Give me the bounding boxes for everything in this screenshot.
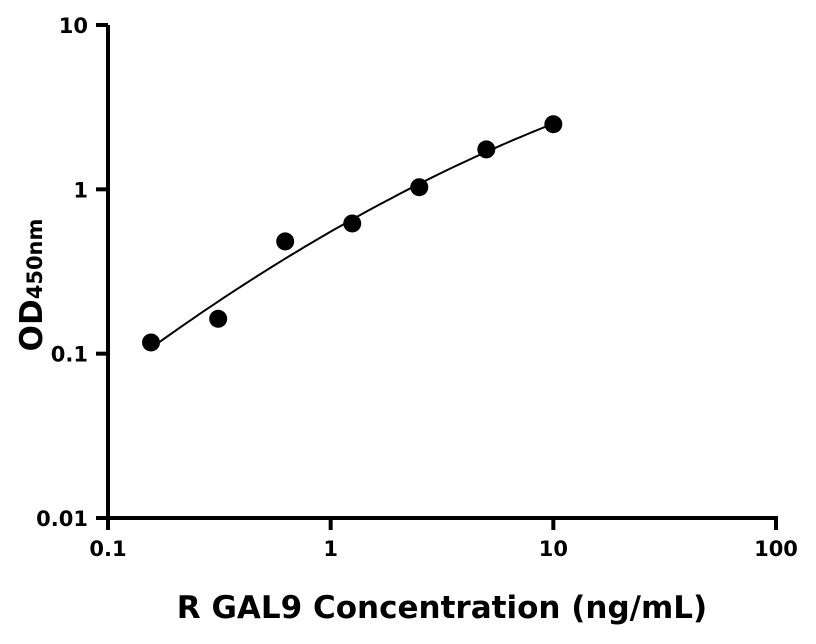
data-point xyxy=(410,178,429,197)
y-tick-label: 0.01 xyxy=(36,507,88,531)
data-point xyxy=(343,214,362,233)
data-point xyxy=(209,309,228,328)
data-point xyxy=(276,232,295,251)
y-axis-label: OD450nm xyxy=(14,219,50,352)
y-axis-label-sub: 450nm xyxy=(23,219,47,300)
x-axis-label: R GAL9 Concentration (ng/mL) xyxy=(177,590,707,626)
y-tick-label: 1 xyxy=(73,178,88,202)
data-point xyxy=(477,140,496,159)
y-axis-label-main: OD xyxy=(14,299,50,351)
y-tick-label: 0.1 xyxy=(51,343,88,367)
y-tick-label: 10 xyxy=(59,14,88,38)
data-point xyxy=(544,115,563,134)
x-tick-label: 1 xyxy=(323,537,338,561)
data-point xyxy=(142,333,161,352)
data-points xyxy=(142,115,563,352)
x-tick-label: 0.1 xyxy=(89,537,126,561)
x-tick-label: 100 xyxy=(754,537,798,561)
x-tick-label: 10 xyxy=(539,537,568,561)
